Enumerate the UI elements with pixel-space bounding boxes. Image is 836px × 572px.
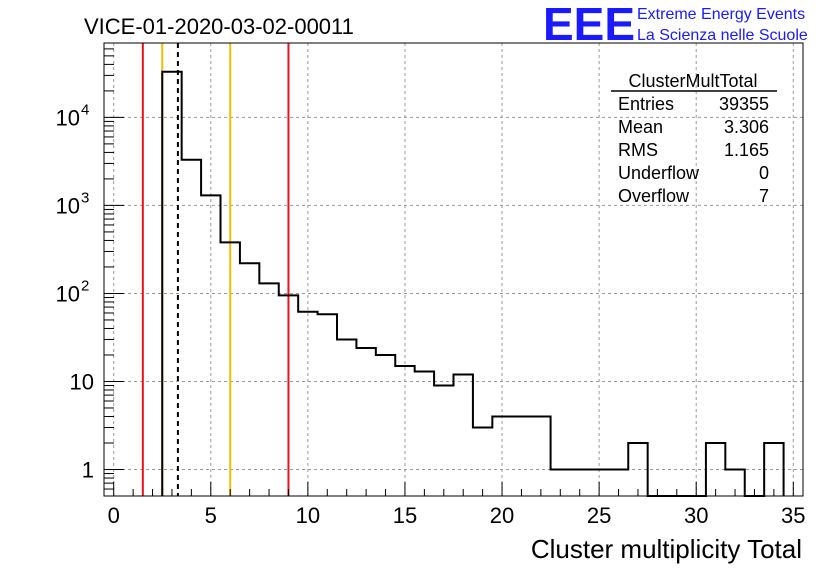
y-tick-base: 10 xyxy=(70,369,94,394)
eee-logo: EEE Extreme Energy Events La Scienza nel… xyxy=(543,0,808,50)
stats-value: 7 xyxy=(759,186,769,206)
chart-title: VICE-01-2020-03-02-00011 xyxy=(84,14,354,39)
y-tick-exponent: 4 xyxy=(81,101,89,118)
stats-label: Underflow xyxy=(618,163,700,183)
stats-title: ClusterMultTotal xyxy=(628,71,757,91)
y-tick-label: 10 2 xyxy=(56,277,90,306)
x-tick-label: 5 xyxy=(205,503,217,528)
vertical-markers xyxy=(141,43,290,496)
x-tick-label: 20 xyxy=(490,503,514,528)
x-tick-label: 10 xyxy=(296,503,320,528)
y-tick-base: 10 xyxy=(56,193,80,218)
y-tick-base: 1 xyxy=(82,458,94,483)
x-tick-labels: 0 5 10 15 20 25 30 35 xyxy=(108,503,806,528)
histogram-outline xyxy=(161,70,785,497)
y-tick-label: 1 xyxy=(82,458,94,483)
stats-rows: Entries 39355 Mean 3.306 RMS 1.165 Underflow 0 O… xyxy=(618,94,769,206)
x-tick-label: 15 xyxy=(393,503,417,528)
x-axis-label: Cluster multiplicity Total xyxy=(531,534,802,564)
stats-box: ClusterMultTotal Entries 39355 Mean 3.306 RM… xyxy=(611,71,777,206)
y-tick-label: 10 4 xyxy=(56,101,90,130)
y-tick-base: 10 xyxy=(56,281,80,306)
stats-label: RMS xyxy=(618,140,658,160)
x-tick-label: 35 xyxy=(781,503,805,528)
x-tick-label: 0 xyxy=(108,503,120,528)
axis-ticks xyxy=(104,42,794,496)
logo-mark: EEE xyxy=(543,0,635,50)
stats-label: Overflow xyxy=(618,186,690,206)
stats-value: 39355 xyxy=(719,94,769,114)
y-tick-exponent: 3 xyxy=(81,189,89,206)
y-tick-label: 10 3 xyxy=(56,189,90,218)
y-tick-exponent: 2 xyxy=(81,277,89,294)
logo-line-2: La Scienza nelle Scuole xyxy=(637,27,808,44)
x-tick-label: 30 xyxy=(684,503,708,528)
stats-value: 1.165 xyxy=(724,140,769,160)
stats-label: Mean xyxy=(618,117,663,137)
logo-line-1: Extreme Energy Events xyxy=(637,6,805,23)
plot-frame xyxy=(103,42,804,497)
y-tick-base: 10 xyxy=(56,105,80,130)
y-tick-label: 10 xyxy=(70,369,94,394)
stats-label: Entries xyxy=(618,94,674,114)
grid-lines xyxy=(104,43,803,496)
x-tick-label: 25 xyxy=(587,503,611,528)
stats-value: 0 xyxy=(759,163,769,183)
stats-value: 3.306 xyxy=(724,117,769,137)
